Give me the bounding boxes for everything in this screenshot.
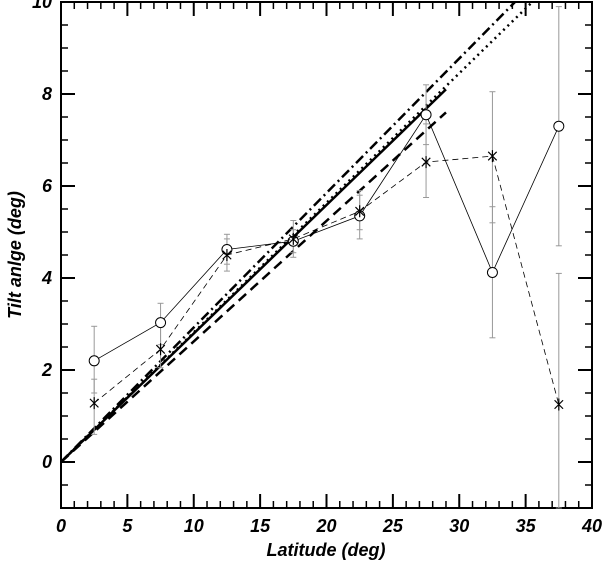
fit-lines bbox=[60, 1, 534, 463]
data-point-asterisk bbox=[421, 156, 431, 169]
y-tick-label: 0 bbox=[42, 452, 52, 472]
data-point-circle bbox=[420, 109, 432, 121]
x-tick-label: 35 bbox=[516, 516, 537, 536]
y-tick-label: 2 bbox=[41, 360, 52, 380]
y-tick-label: 10 bbox=[32, 0, 52, 12]
fit-line-solid bbox=[60, 88, 447, 463]
data-point-asterisk bbox=[288, 232, 298, 245]
y-tick-label: 4 bbox=[41, 268, 52, 288]
fit-line-dash-dot bbox=[60, 1, 516, 463]
y-tick-label: 6 bbox=[42, 176, 53, 196]
series-line-circle bbox=[93, 113, 560, 362]
x-tick-label: 25 bbox=[382, 516, 404, 536]
data-point-asterisk bbox=[89, 397, 99, 410]
data-point-asterisk bbox=[355, 205, 365, 218]
data-point-circle bbox=[553, 120, 565, 132]
error-bars bbox=[91, 6, 562, 509]
tick-labels: 0 5 10 15 20 25 30 35 40 0 2 4 6 8 10 bbox=[32, 0, 602, 536]
x-axis-title: Latitude (deg) bbox=[267, 540, 386, 560]
x-tick-label: 30 bbox=[449, 516, 469, 536]
data-point-asterisk bbox=[155, 343, 166, 356]
data-point-circle bbox=[88, 355, 100, 367]
x-tick-label: 5 bbox=[122, 516, 133, 536]
axis-ticks bbox=[60, 1, 593, 509]
x-tick-label: 10 bbox=[184, 516, 204, 536]
x-tick-label: 15 bbox=[250, 516, 271, 536]
fit-line-dotted bbox=[60, 1, 534, 463]
fit-line-dashed bbox=[60, 111, 447, 463]
data-point-asterisk bbox=[554, 398, 564, 411]
data-point-asterisk bbox=[487, 150, 498, 163]
data-series bbox=[88, 109, 565, 411]
y-axis-title: Tilt anlge (deg) bbox=[5, 191, 25, 319]
data-point-circle bbox=[155, 317, 167, 329]
series-line-asterisk bbox=[93, 155, 560, 405]
x-tick-label: 20 bbox=[315, 516, 336, 536]
data-point-circle bbox=[486, 266, 498, 278]
data-point-asterisk bbox=[222, 249, 232, 261]
plot-frame bbox=[60, 1, 593, 509]
y-tick-label: 8 bbox=[42, 84, 52, 104]
x-tick-label: 0 bbox=[56, 516, 66, 536]
x-tick-label: 40 bbox=[581, 516, 602, 536]
